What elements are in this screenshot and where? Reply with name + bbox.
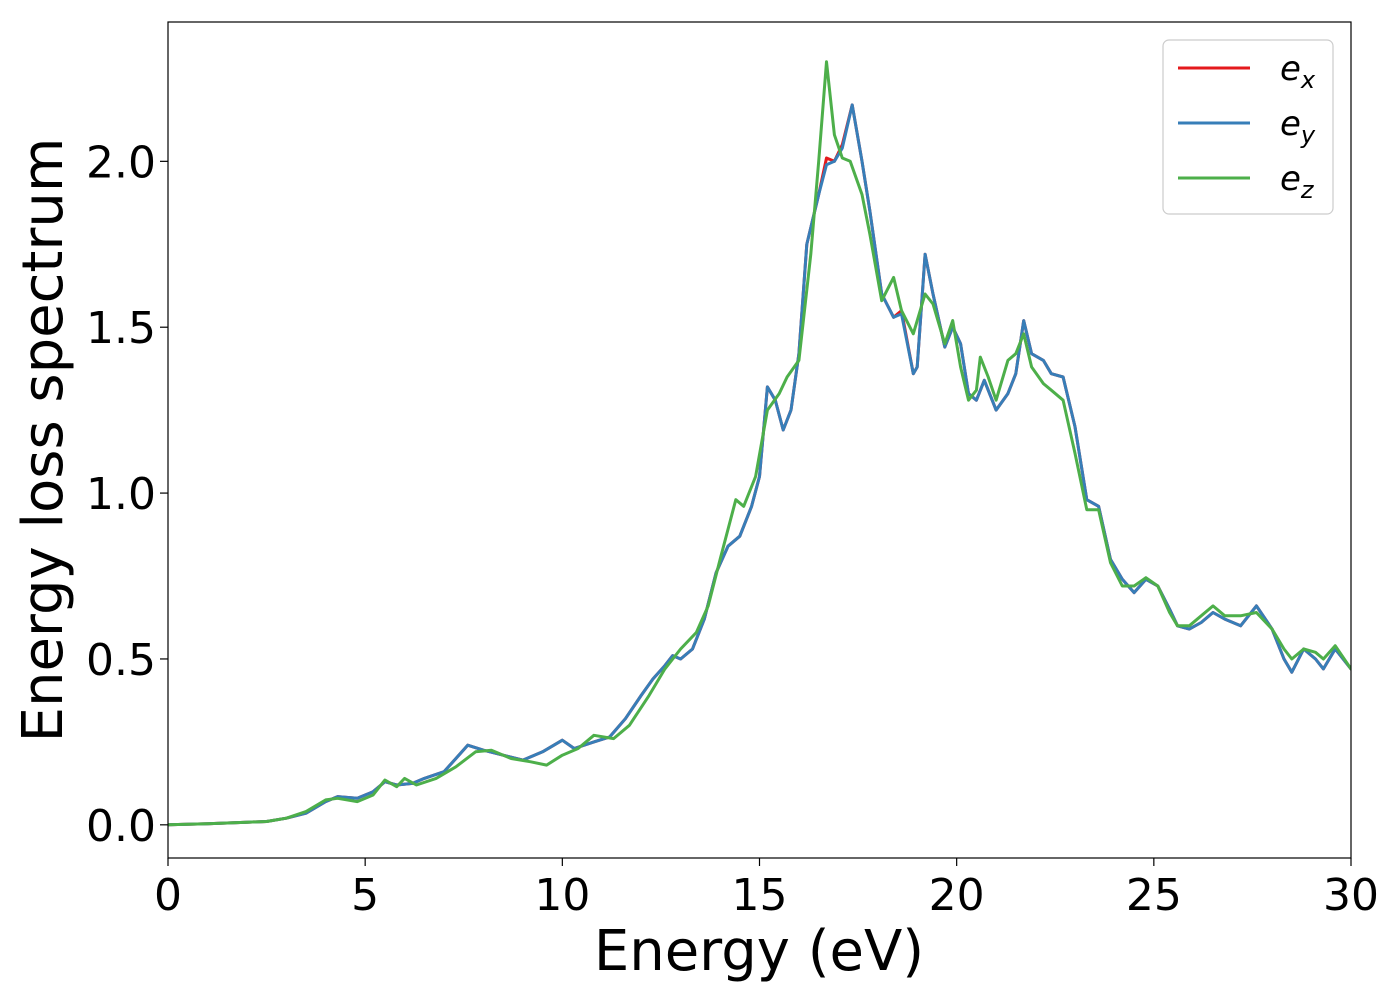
x-axis: 0 5 10 15 20 25 30 <box>154 858 1379 921</box>
series-line-ez <box>168 60 1351 827</box>
legend-label-ey: ey <box>1280 104 1316 149</box>
x-tick-label: 10 <box>534 870 590 921</box>
y-axis: 0.0 0.5 1.0 1.5 2.0 <box>86 137 168 852</box>
x-tick-label: 20 <box>929 870 985 921</box>
x-tick-label: 0 <box>154 870 182 921</box>
y-axis-label: Energy loss spectrum <box>11 138 76 743</box>
y-tick-label: 2.0 <box>86 137 156 188</box>
x-tick-label: 25 <box>1126 870 1182 921</box>
legend: ex ey ez <box>1162 39 1334 215</box>
x-axis-label: Energy (eV) <box>594 919 924 984</box>
x-tick-label: 30 <box>1323 870 1379 921</box>
y-tick-label: 0.0 <box>86 801 156 852</box>
x-tick-label: 15 <box>732 870 788 921</box>
x-tick-label: 5 <box>351 870 379 921</box>
series-layer <box>168 60 1351 827</box>
legend-label-ez: ez <box>1280 159 1315 204</box>
y-tick-label: 0.5 <box>86 635 156 686</box>
legend-box <box>1162 39 1334 215</box>
y-tick-label: 1.0 <box>86 469 156 520</box>
y-tick-label: 1.5 <box>86 303 156 354</box>
legend-label-ex: ex <box>1280 49 1316 94</box>
